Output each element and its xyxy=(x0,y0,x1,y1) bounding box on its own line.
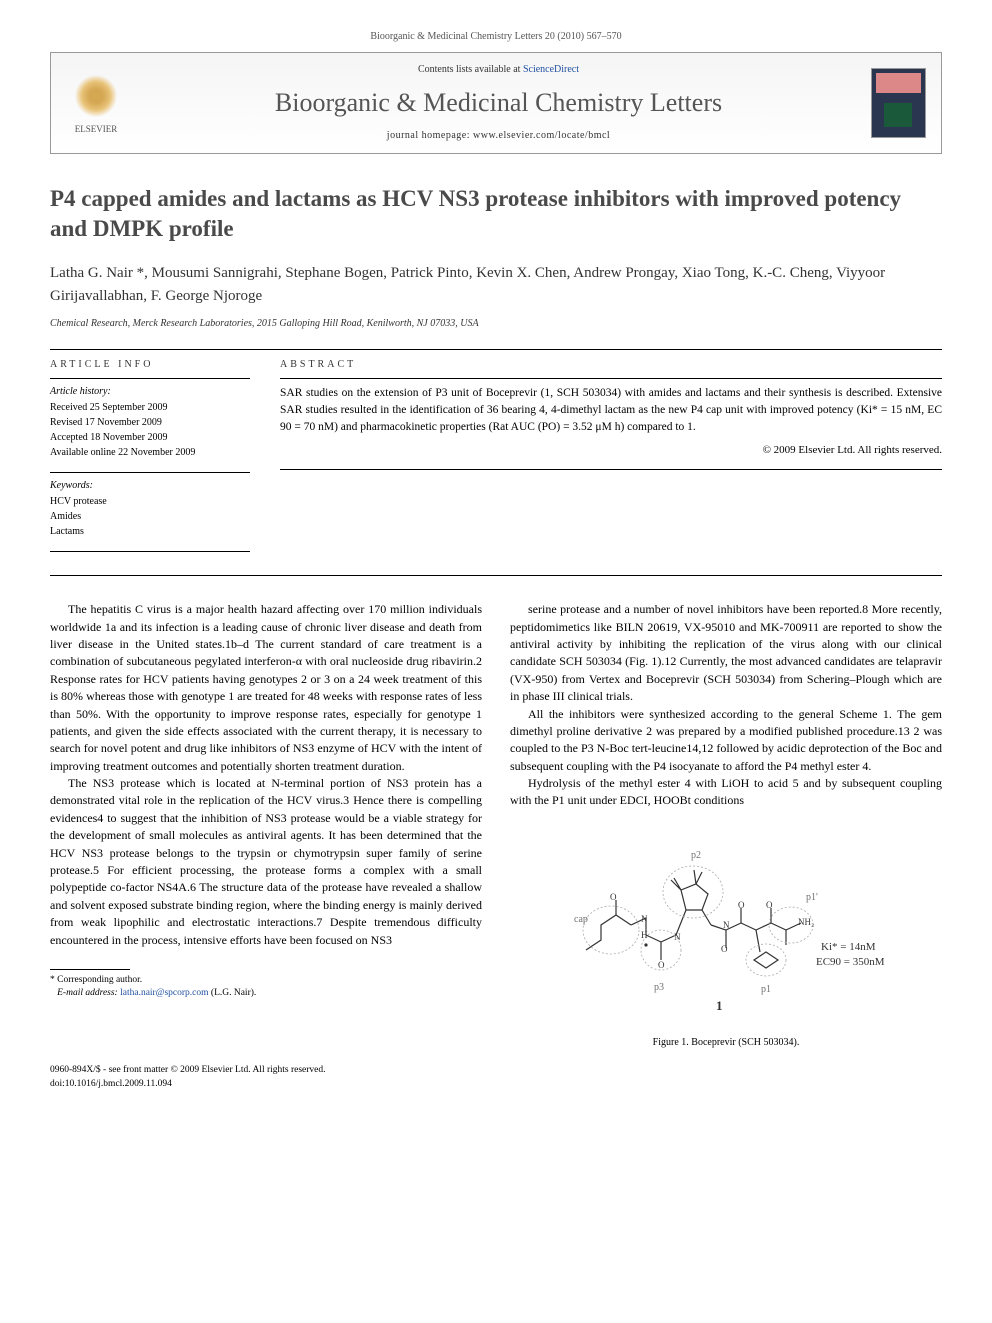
chemical-structure-diagram: p2 p1' cap p3 p1 Ki* = 14nM EC90 = 350nM… xyxy=(566,830,886,1030)
compound-number: 1 xyxy=(716,998,723,1013)
abstract-column: ABSTRACT SAR studies on the extension of… xyxy=(280,358,942,560)
elsevier-logo: ELSEVIER xyxy=(66,68,126,138)
paragraph-3: serine protease and a number of novel in… xyxy=(510,601,942,705)
email-footnote: E-mail address: latha.nair@spcorp.com (L… xyxy=(50,987,482,1000)
paragraph-1: The hepatitis C virus is a major health … xyxy=(50,601,482,775)
author-email-link[interactable]: latha.nair@spcorp.com xyxy=(120,988,208,998)
label-p1prime: p1' xyxy=(806,892,818,903)
history-label: Article history: xyxy=(50,385,250,399)
front-matter-line: 0960-894X/$ - see front matter © 2009 El… xyxy=(50,1064,326,1077)
svg-text:NH₂: NH₂ xyxy=(798,917,814,927)
paragraph-4: All the inhibitors were synthesized acco… xyxy=(510,706,942,776)
svg-text:O: O xyxy=(721,944,728,954)
figure-1: p2 p1' cap p3 p1 Ki* = 14nM EC90 = 350nM… xyxy=(510,830,942,1051)
received-date: Received 25 September 2009 xyxy=(50,401,250,415)
svg-text:N: N xyxy=(723,920,730,930)
citation-header: Bioorganic & Medicinal Chemistry Letters… xyxy=(50,30,942,44)
keyword-2: Amides xyxy=(50,510,250,524)
label-p3: p3 xyxy=(654,982,664,993)
keyword-3: Lactams xyxy=(50,525,250,539)
info-heading: ARTICLE INFO xyxy=(50,358,250,372)
ki-value: Ki* = 14nM xyxy=(821,941,876,953)
abstract-copyright: © 2009 Elsevier Ltd. All rights reserved… xyxy=(280,443,942,458)
article-title: P4 capped amides and lactams as HCV NS3 … xyxy=(50,184,942,244)
publisher-name: ELSEVIER xyxy=(75,123,118,136)
paragraph-2: The NS3 protease which is located at N-t… xyxy=(50,775,482,949)
doi-line: doi:10.1016/j.bmcl.2009.11.094 xyxy=(50,1078,326,1091)
label-p1: p1 xyxy=(761,984,771,995)
accepted-date: Accepted 18 November 2009 xyxy=(50,431,250,445)
affiliation: Chemical Research, Merck Research Labora… xyxy=(50,317,942,331)
journal-header-box: ELSEVIER Contents lists available at Sci… xyxy=(50,52,942,154)
svg-text:O: O xyxy=(658,960,665,970)
figure-caption: Figure 1. Boceprevir (SCH 503034). xyxy=(510,1036,942,1051)
svg-text:N: N xyxy=(641,914,648,924)
journal-homepage: journal homepage: www.elsevier.com/locat… xyxy=(126,129,871,143)
svg-text:N: N xyxy=(674,932,681,942)
article-info-column: ARTICLE INFO Article history: Received 2… xyxy=(50,358,250,560)
author-list: Latha G. Nair *, Mousumi Sannigrahi, Ste… xyxy=(50,262,942,307)
online-date: Available online 22 November 2009 xyxy=(50,446,250,460)
sciencedirect-link[interactable]: ScienceDirect xyxy=(523,64,579,75)
label-cap: cap xyxy=(574,914,588,925)
corresponding-author-note: * Corresponding author. xyxy=(50,974,482,987)
label-p2: p2 xyxy=(691,850,701,861)
column-right: serine protease and a number of novel in… xyxy=(510,601,942,1050)
contents-available: Contents lists available at ScienceDirec… xyxy=(126,63,871,77)
page-footer: 0960-894X/$ - see front matter © 2009 El… xyxy=(50,1064,942,1091)
svg-text:O: O xyxy=(738,900,745,910)
body-text: The hepatitis C virus is a major health … xyxy=(50,601,942,1050)
abstract-text: SAR studies on the extension of P3 unit … xyxy=(280,385,942,435)
journal-cover-thumbnail xyxy=(871,68,926,138)
svg-text:O: O xyxy=(610,892,617,902)
ec90-value: EC90 = 350nM xyxy=(816,956,885,968)
keyword-1: HCV protease xyxy=(50,495,250,509)
paragraph-5: Hydrolysis of the methyl ester 4 with Li… xyxy=(510,775,942,810)
keywords-label: Keywords: xyxy=(50,479,250,493)
svg-text:H: H xyxy=(641,930,648,940)
revised-date: Revised 17 November 2009 xyxy=(50,416,250,430)
abstract-heading: ABSTRACT xyxy=(280,358,942,372)
column-left: The hepatitis C virus is a major health … xyxy=(50,601,482,1050)
svg-text:O: O xyxy=(766,900,773,910)
journal-name: Bioorganic & Medicinal Chemistry Letters xyxy=(126,85,871,121)
divider xyxy=(50,349,942,350)
